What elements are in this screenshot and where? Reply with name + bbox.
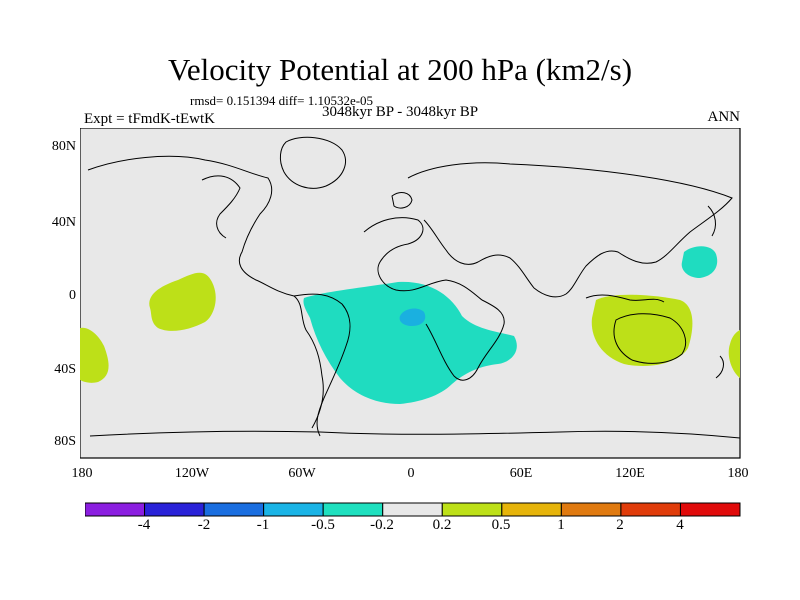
negative-region-north-pacific [681, 246, 718, 278]
colorbar-swatch [679, 502, 741, 517]
colorbar-swatch [263, 502, 324, 517]
negative-region-atlantic [303, 281, 517, 404]
colorbar-swatch [382, 502, 443, 517]
colorbar-swatch [620, 502, 681, 517]
coastlines [87, 136, 741, 439]
lon-tick-label: 120W [174, 466, 210, 481]
positive-region-west-pacific-edge [80, 327, 109, 383]
colorbar-label: -0.5 [311, 517, 335, 533]
lat-tick-label: 80S [54, 434, 76, 449]
negative-core-atlantic [399, 308, 426, 326]
colorbar-swatch [203, 502, 265, 517]
colorbar-label: 4 [676, 517, 684, 533]
colorbar-label: -0.2 [370, 517, 394, 533]
lat-tick-label: 0 [69, 288, 76, 303]
lon-tick-label: 120E [615, 466, 645, 481]
colorbar-swatch [322, 502, 384, 517]
colorbar-label: 0.2 [432, 517, 452, 533]
lat-tick-label: 40N [51, 215, 76, 230]
colorbar-label: 0.5 [491, 517, 511, 533]
lon-tick-label: 0 [407, 466, 415, 481]
map-plot [80, 128, 741, 459]
positive-region-east-pacific [149, 272, 216, 331]
lat-tick-label: 80N [51, 139, 76, 154]
positive-region-dateline-edge [728, 330, 740, 378]
figure-title: Velocity Potential at 200 hPa (km2/s) [167, 52, 633, 87]
colorbar-swatch [560, 502, 622, 517]
colorbar-label: -4 [137, 517, 151, 533]
lon-tick-label: 60E [509, 466, 533, 481]
colorbar-label: 2 [616, 517, 624, 533]
lat-tick-label: 40S [54, 362, 76, 377]
positive-region-australia [591, 294, 693, 367]
colorbar-label: -2 [197, 517, 211, 533]
colorbar-label: -1 [256, 517, 270, 533]
colorbar-label: 1 [557, 517, 565, 533]
colorbar-swatch [144, 502, 205, 517]
colorbar-swatch [501, 502, 562, 517]
colorbar-swatch [85, 502, 146, 517]
lon-tick-label: 180 [71, 466, 93, 481]
colorbar-swatch [441, 502, 503, 517]
colorbar [85, 502, 741, 517]
lon-tick-label: 180 [727, 466, 749, 481]
period-label: 3048kyr BP - 3048kyr BP [322, 104, 479, 120]
lon-tick-label: 60W [288, 466, 316, 481]
stats-label: rmsd= 0.151394 diff= 1.10532e-05 [190, 93, 374, 108]
season-label: ANN [707, 109, 741, 125]
experiment-label: Expt = tFmdK-tEwtK [84, 111, 215, 127]
